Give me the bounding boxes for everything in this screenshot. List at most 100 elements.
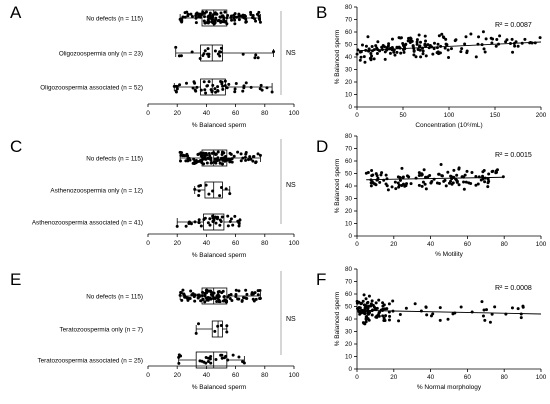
x-tick-label: 40 [203,372,211,379]
data-point [228,151,232,155]
data-point [193,299,197,303]
y-tick-label: 70 [345,146,353,153]
data-point [238,218,242,222]
data-point [239,159,243,163]
data-point [188,158,192,162]
data-point [417,171,421,175]
data-point [361,299,365,303]
data-point [417,33,421,37]
data-point [443,178,447,182]
data-point [432,47,436,51]
data-point [216,89,220,93]
data-point [228,192,232,196]
data-point [446,48,450,52]
x-axis-label: % Balanced sperm [192,384,247,391]
data-point [178,293,182,297]
data-point [218,223,222,227]
data-point [487,179,491,183]
category-label: Asthenozoospermia only (n = 12) [50,188,143,195]
data-point [436,42,440,46]
data-point [203,300,207,304]
data-point [395,50,399,54]
data-point [202,360,206,364]
data-point [371,303,375,307]
data-point [197,221,201,225]
data-point [239,152,243,156]
data-point [229,157,233,161]
data-point [364,317,368,321]
data-point [465,169,469,173]
data-point [203,21,207,25]
data-point [429,314,433,318]
data-point [364,171,368,175]
data-point [252,155,256,159]
data-point [193,88,197,92]
data-point [414,55,418,59]
x-axis-label: Concentration (10⁶/mL) [415,122,482,129]
data-point [254,53,258,57]
data-point [241,89,245,93]
x-tick-label: 40 [427,241,435,248]
x-tick-label: 0 [355,241,359,248]
data-point [207,55,211,59]
data-point [383,318,387,322]
data-point [360,301,364,305]
data-point [211,189,215,193]
panel-e: E 0 20 40 60 80 100 % Balanced sperm NS No defect… [10,270,300,391]
data-point [241,156,245,160]
data-point [233,18,237,22]
data-point [202,80,206,84]
data-point [369,51,373,55]
x-tick-label: 150 [490,112,501,119]
data-point [440,32,444,36]
data-point [464,180,468,184]
y-tick-label: 80 [345,133,353,140]
y-tick-label: 40 [345,316,353,323]
data-point [392,50,396,54]
data-point [184,81,188,85]
data-point [395,45,399,49]
data-point [212,296,216,300]
data-point [184,159,188,163]
panel-c: C 0 20 40 60 80 100 % Balanced sperm NS No defect… [10,137,300,259]
data-point [355,52,359,56]
data-point [406,39,410,43]
y-tick-label: 10 [345,354,353,361]
data-point [207,156,211,160]
data-point [243,155,247,159]
data-point [469,182,473,186]
data-point [374,315,378,319]
data-point [199,224,203,228]
x-axis-label: % Balanced sperm [192,252,247,259]
y-tick-label: 60 [345,29,353,36]
y-tick-label: 0 [348,233,352,240]
data-point [426,43,430,47]
data-point [179,153,183,157]
data-point [258,20,262,24]
data-point [370,299,374,303]
data-point [237,18,241,22]
data-point [377,298,381,302]
data-point [245,292,249,296]
data-point [209,290,213,294]
data-point [207,80,211,84]
data-point [451,181,455,185]
data-point [224,187,228,191]
panel-letter: C [10,137,22,156]
data-point [430,179,434,183]
data-point [516,44,520,48]
x-tick-label: 40 [427,374,435,381]
data-point [363,312,367,316]
x-tick-label: 80 [501,241,509,248]
data-point [244,296,248,300]
data-point [390,37,394,41]
data-point [221,84,225,88]
data-point [459,50,463,54]
data-point [187,220,191,224]
data-point [420,173,424,177]
data-point [246,158,250,162]
data-point [202,52,206,56]
panel-letter: A [10,3,22,22]
y-tick-label: 70 [345,279,353,286]
data-point [366,306,370,310]
